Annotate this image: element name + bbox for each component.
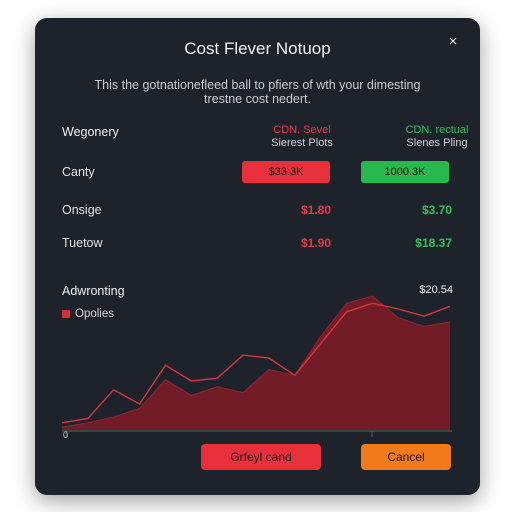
table-header-label: Wegonery <box>62 125 119 139</box>
value-b: $18.37 <box>415 236 452 250</box>
primary-action-button[interactable]: Grfeyl cand <box>201 444 321 470</box>
cancel-button[interactable]: Cancel <box>361 444 451 470</box>
legend-label: Opolies <box>75 308 114 320</box>
close-icon[interactable]: × <box>448 33 458 50</box>
line-series <box>62 302 451 424</box>
column-a-title: CDN. Sevel <box>273 124 331 136</box>
dialog-description: This the gotnationefleed ball to pfiers … <box>94 78 421 106</box>
value-badge-green: 1000.3K <box>361 161 449 183</box>
column-header-b: CDN. rectual Slenes Pling <box>377 124 497 150</box>
column-b-subtitle: Slenes Pling <box>406 137 468 149</box>
value-b: $3.70 <box>421 203 452 217</box>
area-chart <box>62 295 452 437</box>
row-label: Canty <box>62 165 95 179</box>
column-b-title: CDN. rectual <box>405 124 469 136</box>
x-tick-label: 0 <box>63 430 69 440</box>
value-a: $1.80 <box>300 203 331 217</box>
peak-value-label: $20.54 <box>419 284 453 296</box>
value-a: $1.90 <box>300 236 331 250</box>
cost-dialog: × Cost Flever Notuop This the gotnatione… <box>35 18 480 495</box>
chart-legend: Opolies <box>62 308 114 320</box>
row-label: Tuetow <box>62 236 103 250</box>
area-series <box>62 296 450 430</box>
dialog-title: Cost Flever Notuop <box>184 39 331 58</box>
chart-title: Adwronting <box>62 284 125 298</box>
column-header-a: CDN. Sevel Sierest Plots <box>242 124 362 150</box>
area-series-edge <box>62 295 451 428</box>
legend-swatch <box>62 310 70 318</box>
value-badge-red: $33.3K <box>242 161 330 183</box>
column-a-subtitle: Sierest Plots <box>271 137 333 149</box>
row-label: Onsige <box>62 203 102 217</box>
